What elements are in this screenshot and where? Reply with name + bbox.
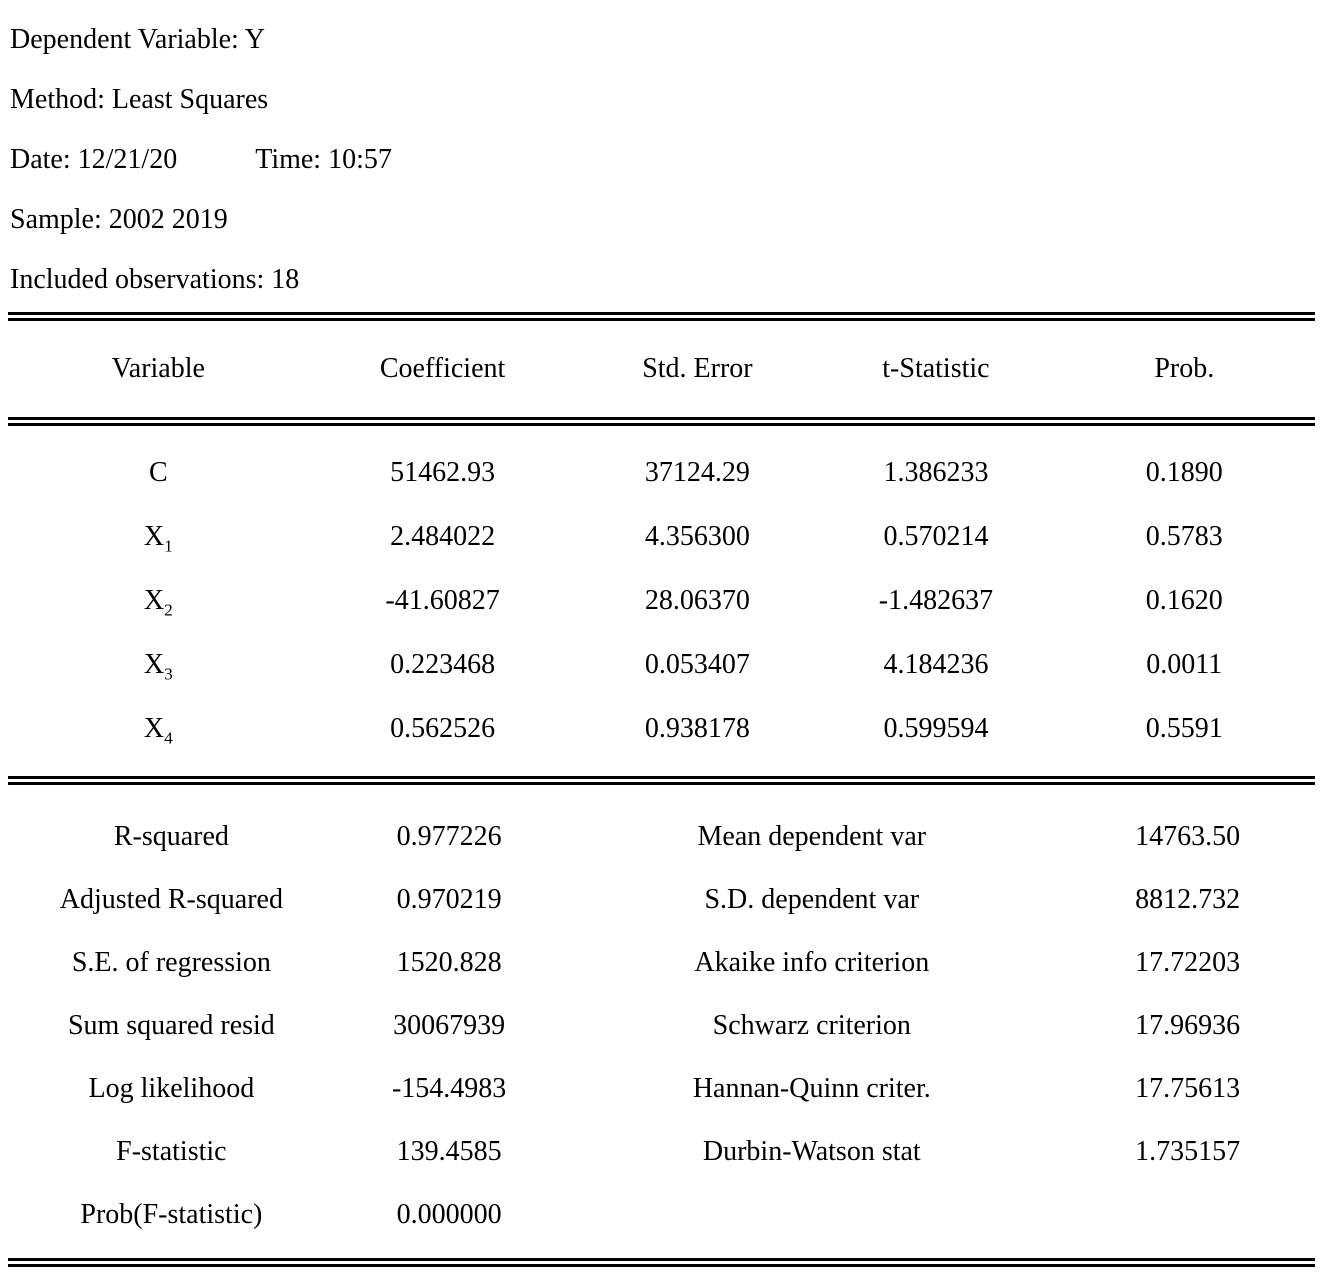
mid-double-rule (8, 776, 1315, 785)
sample-line: Sample: 2002 2019 (10, 204, 228, 235)
stat-label: Durbin-Watson stat (702, 1135, 921, 1167)
stat-label (563, 1183, 1060, 1246)
table-row: F-statistic 139.4585 Durbin-Watson stat … (8, 1120, 1315, 1183)
stat-value (1060, 1183, 1315, 1246)
std-error-cell: 28.06370 (644, 585, 750, 616)
variable-subscript: 4 (164, 728, 173, 748)
variable-cell: C (8, 441, 309, 505)
stat-label: Akaike info criterion (694, 946, 930, 978)
coefficient-cell: 51462.93 (390, 457, 496, 488)
table-row: Sum squared resid 30067939 Schwarz crite… (8, 994, 1315, 1057)
stat-value: 1520.828 (396, 946, 502, 978)
stat-label: Schwarz criterion (712, 1009, 911, 1041)
dependent-variable-line: Dependent Variable: Y (10, 24, 266, 55)
top-double-rule (8, 312, 1315, 321)
coefficient-cell: 0.223468 (390, 649, 496, 680)
variable-subscript: 2 (164, 600, 173, 620)
prob-cell: 0.1620 (1145, 585, 1223, 616)
col-header-coefficient: Coefficient (379, 353, 506, 384)
stat-value: 17.75613 (1135, 1072, 1241, 1104)
variable-name: X (143, 713, 165, 744)
variable-name: X (143, 521, 165, 552)
coefficient-cell: -41.60827 (385, 585, 500, 616)
variable-cell: X2 (8, 569, 309, 633)
table-row: X3 0.223468 0.053407 4.184236 0.0011 (8, 633, 1315, 697)
variable-subscript: 1 (164, 536, 173, 556)
stat-value: 17.96936 (1135, 1009, 1241, 1041)
std-error-cell: 4.356300 (644, 521, 750, 552)
table-row: C 51462.93 37124.29 1.386233 0.1890 (8, 441, 1315, 505)
stat-label: Adjusted R-squared (59, 883, 283, 915)
col-header-variable: Variable (111, 353, 205, 384)
table-row: X1 2.484022 4.356300 0.570214 0.5783 (8, 505, 1315, 569)
table-row: R-squared 0.977226 Mean dependent var 14… (8, 805, 1315, 868)
variable-cell: X3 (8, 633, 309, 697)
variable-name: C (148, 457, 168, 488)
summary-statistics-table: R-squared 0.977226 Mean dependent var 14… (8, 805, 1315, 1246)
t-statistic-cell: 0.599594 (883, 713, 989, 744)
regression-header: Dependent Variable: Y Method: Least Squa… (8, 8, 1315, 312)
stat-value: -154.4983 (391, 1072, 507, 1104)
stat-value: 0.977226 (396, 820, 502, 852)
stat-value: 139.4585 (396, 1135, 502, 1167)
table-row: X4 0.562526 0.938178 0.599594 0.5591 (8, 697, 1315, 761)
coefficient-cell: 0.562526 (390, 713, 496, 744)
variable-name: X (143, 649, 165, 680)
table-row: Log likelihood -154.4983 Hannan-Quinn cr… (8, 1057, 1315, 1120)
stat-label: F-statistic (116, 1135, 227, 1167)
coefficients-table: C 51462.93 37124.29 1.386233 0.1890 X1 2… (8, 441, 1315, 761)
stat-label: Hannan-Quinn criter. (692, 1072, 931, 1104)
stat-label: Log likelihood (88, 1072, 255, 1104)
date-label: Date: 12/21/20 (10, 144, 178, 175)
std-error-cell: 0.053407 (644, 649, 750, 680)
table-row: Adjusted R-squared 0.970219 S.D. depende… (8, 868, 1315, 931)
t-statistic-cell: 0.570214 (883, 521, 989, 552)
variable-name: X (143, 585, 165, 616)
stat-label: Mean dependent var (697, 820, 927, 852)
stat-value: 1.735157 (1135, 1135, 1241, 1167)
stat-label: R-squared (113, 820, 229, 852)
col-header-prob: Prob. (1154, 353, 1215, 384)
std-error-cell: 0.938178 (644, 713, 750, 744)
variable-cell: X4 (8, 697, 309, 761)
prob-cell: 0.5591 (1145, 713, 1223, 744)
stat-value: 30067939 (393, 1009, 506, 1041)
observations-line: Included observations: 18 (10, 264, 300, 295)
method-line: Method: Least Squares (10, 84, 269, 115)
stat-label: Prob(F-statistic) (80, 1198, 263, 1230)
prob-cell: 0.0011 (1146, 649, 1223, 680)
coefficient-cell: 2.484022 (390, 521, 496, 552)
t-statistic-cell: 4.184236 (883, 649, 989, 680)
time-label: Time: 10:57 (255, 144, 392, 175)
table-row: S.E. of regression 1520.828 Akaike info … (8, 931, 1315, 994)
std-error-cell: 37124.29 (644, 457, 750, 488)
t-statistic-cell: 1.386233 (883, 457, 989, 488)
stat-label: Sum squared resid (67, 1009, 275, 1041)
coefficients-header-row: Variable Coefficient Std. Error t-Statis… (8, 321, 1315, 417)
stat-value: 0.970219 (396, 883, 502, 915)
stat-value: 14763.50 (1135, 820, 1241, 852)
prob-cell: 0.1890 (1145, 457, 1223, 488)
table-row: Prob(F-statistic) 0.000000 (8, 1183, 1315, 1246)
stat-value: 17.72203 (1135, 946, 1241, 978)
t-statistic-cell: -1.482637 (878, 585, 994, 616)
stat-value: 0.000000 (396, 1198, 502, 1230)
bottom-double-rule (8, 1258, 1315, 1267)
variable-cell: X1 (8, 505, 309, 569)
prob-cell: 0.5783 (1145, 521, 1223, 552)
stat-value: 8812.732 (1135, 883, 1241, 915)
stat-label: S.E. of regression (71, 946, 271, 978)
col-header-std-error: Std. Error (642, 353, 753, 384)
stat-label: S.D. dependent var (704, 883, 920, 915)
coefficients-header-table: Variable Coefficient Std. Error t-Statis… (8, 321, 1315, 417)
table-row: X2 -41.60827 28.06370 -1.482637 0.1620 (8, 569, 1315, 633)
col-header-t-statistic: t-Statistic (882, 353, 990, 384)
variable-subscript: 3 (164, 664, 173, 684)
date-time-line: Date: 12/21/20 Time: 10:57 (10, 132, 1313, 192)
header-double-rule (8, 417, 1315, 426)
